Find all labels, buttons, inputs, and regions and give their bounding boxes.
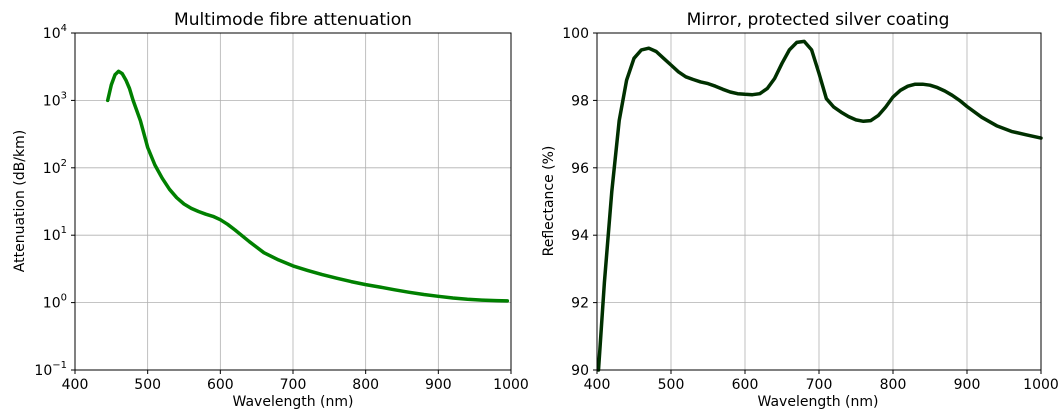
y-tick-base: 10 xyxy=(43,93,61,109)
chart-reflectance: Mirror, protected silver coating 400 500 6… xyxy=(541,10,1059,410)
x-tick-label: 600 xyxy=(207,377,234,393)
x-axis-label: Wavelength (nm) xyxy=(758,394,879,410)
y-tick-label: 100 xyxy=(562,26,589,42)
y-tick-exponent: 3 xyxy=(61,90,67,101)
y-tick-base: 10 xyxy=(43,228,61,244)
y-tick-base: 10 xyxy=(43,161,61,177)
series-line xyxy=(596,39,1043,372)
y-tick-base: 10 xyxy=(43,26,61,42)
x-tick-label: 1000 xyxy=(493,377,529,393)
chart-title: Multimode fibre attenuation xyxy=(174,10,412,30)
x-tick-label: 900 xyxy=(425,377,452,393)
y-axis-label: Reflectance (%) xyxy=(541,146,557,257)
y-tick-label: 10−1 xyxy=(34,360,67,379)
x-tick-label: 600 xyxy=(732,377,759,393)
y-tick-label: 102 xyxy=(43,158,67,177)
y-tick-exponent: 4 xyxy=(61,23,67,34)
y-tick-exponent: 2 xyxy=(61,158,67,169)
chart-attenuation: Multimode fibre attenuation 400 500 600 700… xyxy=(12,10,529,410)
y-tick-base: 10 xyxy=(43,296,61,312)
y-tick-label: 94 xyxy=(571,228,589,244)
series-layer xyxy=(596,39,1043,372)
grid-lines xyxy=(596,32,1042,371)
y-tick-label: 104 xyxy=(43,23,67,42)
series-layer xyxy=(105,69,510,303)
y-tick-exponent: 1 xyxy=(61,225,67,236)
y-tick-label: 101 xyxy=(43,225,67,244)
grid-lines xyxy=(74,32,512,371)
y-tick-label: 103 xyxy=(43,90,67,109)
x-tick-label: 900 xyxy=(954,377,981,393)
x-tick-label: 400 xyxy=(584,377,611,393)
y-tick-label: 92 xyxy=(571,296,589,312)
x-tick-labels: 400 500 600 700 800 900 1000 xyxy=(584,377,1059,393)
x-tick-label: 1000 xyxy=(1023,377,1059,393)
x-tick-label: 800 xyxy=(352,377,379,393)
chart-title: Mirror, protected silver coating xyxy=(687,10,950,30)
y-tick-exponent: −1 xyxy=(52,360,67,371)
x-tick-label: 400 xyxy=(62,377,89,393)
x-tick-labels: 400 500 600 700 800 900 1000 xyxy=(62,377,529,393)
x-axis-label: Wavelength (nm) xyxy=(233,394,354,410)
x-tick-label: 700 xyxy=(280,377,307,393)
y-tick-base: 10 xyxy=(34,363,52,379)
y-tick-label: 100 xyxy=(43,293,67,312)
x-tick-label: 500 xyxy=(658,377,685,393)
x-tick-label: 800 xyxy=(880,377,907,393)
y-tick-label: 96 xyxy=(571,161,589,177)
x-tick-label: 500 xyxy=(134,377,161,393)
y-tick-exponent: 0 xyxy=(61,293,67,304)
y-tick-label: 98 xyxy=(571,93,589,109)
series-line xyxy=(105,69,510,303)
y-axis-label: Attenuation (dB/km) xyxy=(12,130,28,272)
y-tick-labels: 90 92 94 96 98 100 xyxy=(562,26,589,379)
x-tick-label: 700 xyxy=(806,377,833,393)
y-tick-label: 90 xyxy=(571,363,589,379)
